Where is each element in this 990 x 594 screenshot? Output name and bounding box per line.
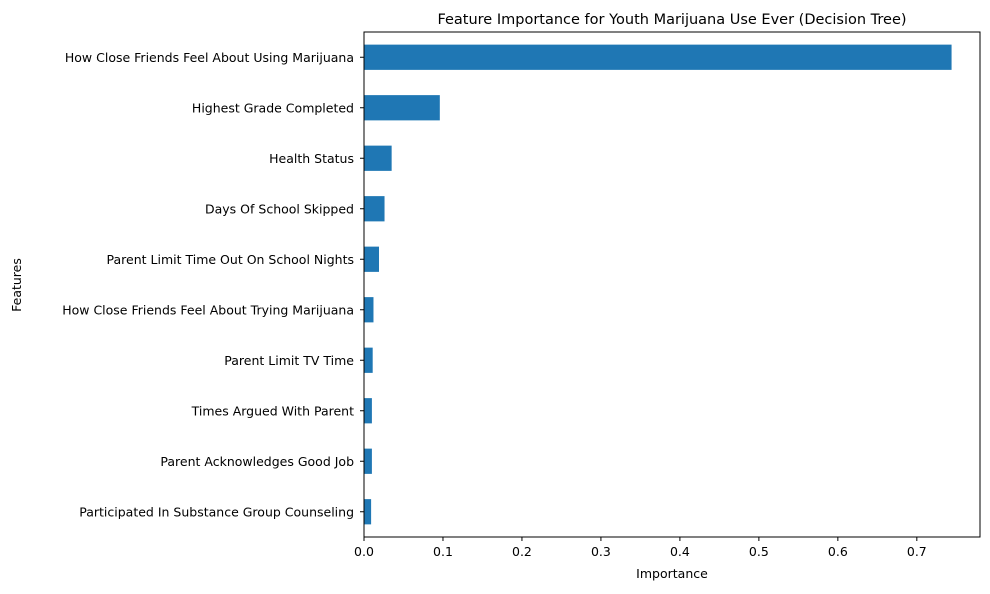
x-axis-ticks: 0.0 0.1 0.2 0.3 0.4 0.5 0.6 0.7 (354, 537, 927, 559)
y-axis-label: Features (9, 258, 24, 312)
bar-10 (364, 499, 372, 525)
bar-4 (364, 196, 385, 222)
y-tick-label: Participated In Substance Group Counseli… (79, 504, 354, 519)
bar-2 (364, 95, 440, 121)
y-tick-label: Times Argued With Parent (191, 403, 354, 418)
x-tick-label: 0.3 (591, 544, 611, 559)
y-tick-label: How Close Friends Feel About Using Marij… (65, 50, 354, 65)
plot-frame (363, 31, 981, 538)
y-tick-label: Days Of School Skipped (205, 201, 354, 216)
bars-layer (364, 44, 952, 525)
x-tick-label: 0.6 (828, 544, 848, 559)
bar-8 (364, 398, 372, 424)
y-tick-label: Health Status (269, 151, 354, 166)
y-tick-label: Parent Acknowledges Good Job (160, 454, 354, 469)
bar-5 (364, 246, 380, 272)
x-tick-label: 0.0 (354, 544, 374, 559)
y-tick-label: How Close Friends Feel About Trying Mari… (62, 302, 354, 317)
x-tick-label: 0.4 (670, 544, 690, 559)
bar-9 (364, 448, 372, 474)
bar-1 (364, 44, 952, 70)
x-axis-label: Importance (636, 566, 708, 581)
y-axis-ticks: How Close Friends Feel About Using Marij… (62, 50, 364, 519)
x-tick-label: 0.2 (512, 544, 532, 559)
bar-7 (364, 347, 373, 373)
y-tick-label: Highest Grade Completed (192, 100, 354, 115)
y-tick-label: Parent Limit Time Out On School Nights (107, 252, 354, 267)
x-tick-label: 0.1 (433, 544, 453, 559)
bar-3 (364, 145, 392, 171)
x-tick-label: 0.5 (749, 544, 769, 559)
bar-6 (364, 297, 374, 323)
chart-title: Feature Importance for Youth Marijuana U… (437, 12, 906, 28)
y-tick-label: Parent Limit TV Time (224, 353, 354, 368)
x-tick-label: 0.7 (907, 544, 927, 559)
